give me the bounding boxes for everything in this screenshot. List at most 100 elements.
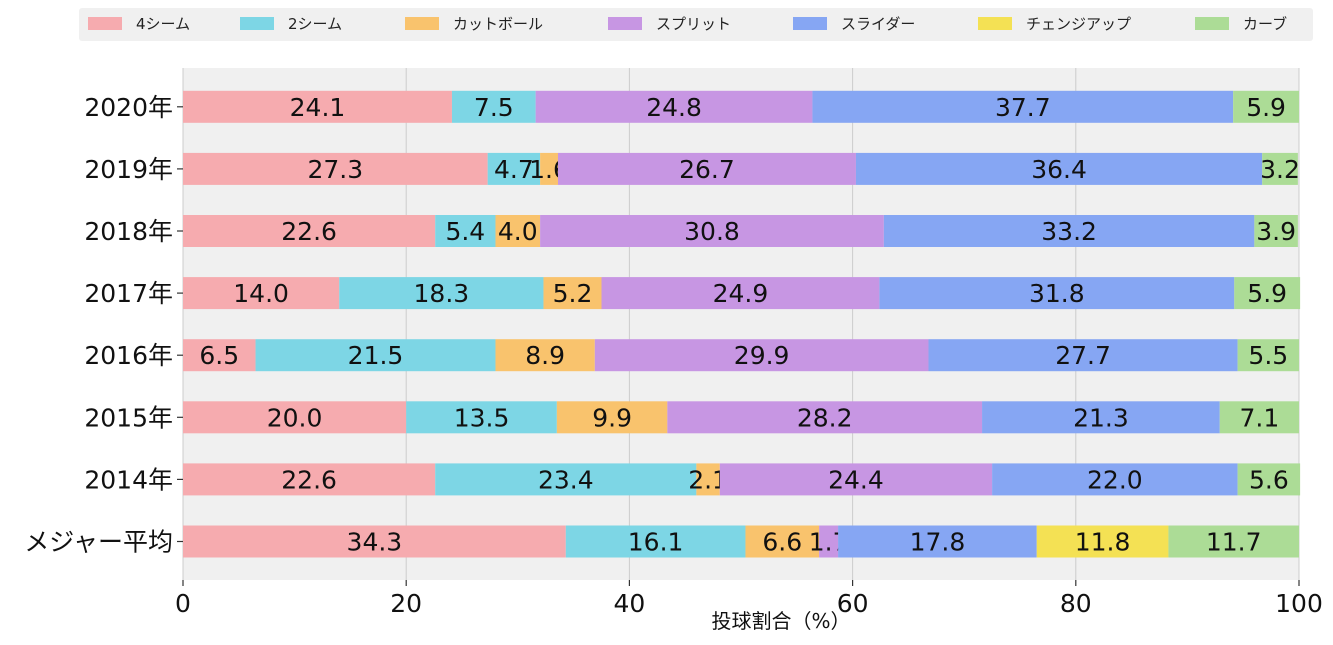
data-label: 24.4 bbox=[828, 465, 884, 494]
x-axis-label: 投球割合（%） bbox=[711, 609, 850, 633]
bar-segment bbox=[556, 401, 668, 434]
bar-segment bbox=[928, 339, 1238, 372]
bar-segment bbox=[1234, 277, 1301, 310]
data-label: 22.0 bbox=[1087, 465, 1143, 494]
legend-label: 2シーム bbox=[288, 15, 342, 33]
data-label: 9.9 bbox=[592, 403, 632, 432]
bar-segment bbox=[719, 463, 993, 496]
data-label: 24.1 bbox=[290, 93, 346, 122]
bar-segment bbox=[1219, 401, 1299, 434]
data-label: 13.5 bbox=[454, 403, 510, 432]
data-label: 5.5 bbox=[1248, 341, 1288, 370]
bar-segment bbox=[1237, 463, 1301, 496]
bar-segment bbox=[535, 90, 813, 123]
data-label: 6.5 bbox=[199, 341, 239, 370]
data-label: 21.5 bbox=[348, 341, 404, 370]
legend-label: スライダー bbox=[841, 15, 915, 33]
data-label: 5.4 bbox=[445, 217, 485, 246]
bar-segment bbox=[557, 152, 856, 185]
x-tick-label: 20 bbox=[390, 589, 422, 618]
bar-segment bbox=[435, 463, 697, 496]
data-label: 22.6 bbox=[281, 465, 337, 494]
bar-segment bbox=[883, 215, 1255, 247]
bar-segment bbox=[540, 152, 558, 185]
bar-segment bbox=[183, 401, 407, 434]
data-label: 37.7 bbox=[995, 93, 1051, 122]
bar-segment bbox=[183, 463, 436, 496]
bar-segment bbox=[183, 339, 256, 372]
bar-segment bbox=[339, 277, 544, 310]
y-tick-label: 2016年 bbox=[84, 341, 173, 370]
bar-segment bbox=[487, 152, 541, 185]
bar-segment bbox=[982, 401, 1220, 434]
data-label: 11.7 bbox=[1206, 528, 1262, 557]
bar-segment bbox=[1262, 152, 1298, 185]
legend-label: 4シーム bbox=[136, 15, 190, 33]
data-label: 17.8 bbox=[910, 528, 966, 557]
legend-label: スプリット bbox=[656, 15, 731, 33]
bar-segment bbox=[565, 525, 746, 558]
data-label: 5.9 bbox=[1247, 279, 1287, 308]
legend-label: チェンジアップ bbox=[1026, 15, 1131, 33]
legend-label: カーブ bbox=[1243, 15, 1287, 33]
data-label: 24.8 bbox=[646, 93, 702, 122]
y-tick-label: 2014年 bbox=[84, 465, 173, 494]
bar-segment bbox=[745, 525, 820, 558]
x-tick-label: 100 bbox=[1275, 589, 1323, 618]
data-label: 5.2 bbox=[553, 279, 593, 308]
data-label: 33.2 bbox=[1041, 217, 1097, 246]
legend-swatch bbox=[978, 17, 1012, 30]
bar-segment bbox=[1036, 525, 1169, 558]
bar-segment bbox=[1237, 339, 1299, 372]
bar-segment bbox=[992, 463, 1238, 496]
data-label: 20.0 bbox=[267, 403, 323, 432]
bar-segment bbox=[495, 215, 541, 247]
legend-swatch bbox=[240, 17, 274, 30]
bar-segment bbox=[594, 339, 929, 372]
y-tick-label: メジャー平均 bbox=[24, 528, 173, 557]
data-label: 4.0 bbox=[498, 217, 538, 246]
data-label: 4.7 bbox=[494, 155, 534, 184]
bar-segment bbox=[855, 152, 1263, 185]
bar-segment bbox=[540, 215, 884, 247]
data-label: 16.1 bbox=[628, 528, 684, 557]
data-label: 24.9 bbox=[713, 279, 769, 308]
data-label: 5.9 bbox=[1246, 93, 1286, 122]
bar-segment bbox=[495, 339, 595, 372]
x-tick-label: 40 bbox=[613, 589, 645, 618]
legend-swatch bbox=[793, 17, 827, 30]
data-label: 26.7 bbox=[679, 155, 735, 184]
x-tick-label: 0 bbox=[175, 589, 191, 618]
bar-segment bbox=[1233, 90, 1299, 123]
data-label: 7.1 bbox=[1239, 403, 1279, 432]
bar-segment bbox=[1168, 525, 1299, 558]
data-label: 27.7 bbox=[1055, 341, 1111, 370]
bar-segment bbox=[667, 401, 983, 434]
bar-segment bbox=[1254, 215, 1298, 247]
y-tick-label: 2020年 bbox=[84, 93, 173, 122]
data-label: 3.9 bbox=[1256, 217, 1296, 246]
bar-segment bbox=[183, 277, 340, 310]
data-label: 6.6 bbox=[762, 528, 802, 557]
y-tick-label: 2018年 bbox=[84, 217, 173, 246]
y-tick-label: 2015年 bbox=[84, 403, 173, 432]
x-tick-label: 60 bbox=[837, 589, 869, 618]
legend-swatch bbox=[1195, 17, 1229, 30]
x-tick-label: 80 bbox=[1060, 589, 1092, 618]
legend-label: カットボール bbox=[453, 15, 543, 33]
data-label: 31.8 bbox=[1029, 279, 1085, 308]
data-label: 22.6 bbox=[281, 217, 337, 246]
data-label: 28.2 bbox=[797, 403, 853, 432]
bar-segment bbox=[879, 277, 1235, 310]
bar-segment bbox=[255, 339, 496, 372]
data-label: 14.0 bbox=[233, 279, 289, 308]
bar-segment bbox=[406, 401, 557, 434]
data-label: 36.4 bbox=[1031, 155, 1087, 184]
data-label: 29.9 bbox=[734, 341, 790, 370]
data-label: 27.3 bbox=[307, 155, 363, 184]
legend-swatch bbox=[88, 17, 122, 30]
bar-segment bbox=[183, 525, 566, 558]
bar-segment bbox=[183, 90, 452, 123]
bar-segment bbox=[696, 463, 720, 496]
